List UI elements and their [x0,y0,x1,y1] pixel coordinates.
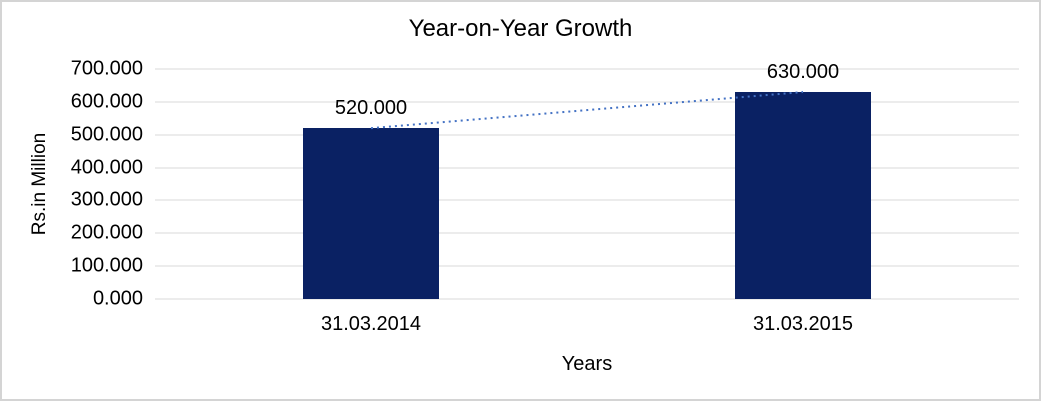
y-axis-labels: 0.000 100.000 200.000 300.000 400.000 500.000… [2,58,143,310]
gridline [155,232,1019,234]
gridline [155,68,1019,70]
y-tick-label: 0.000 [92,287,143,310]
gridline [155,134,1019,136]
trendline [370,91,804,130]
gridline [155,199,1019,201]
bar [734,92,872,299]
y-tick-label: 500.000 [70,123,143,146]
gridline [155,167,1019,169]
trendline-path [370,91,804,130]
bars-layer [155,69,1019,299]
y-tick-label: 700.000 [70,57,143,80]
y-tick-label: 100.000 [70,254,143,277]
bar-data-label: 520.000 [334,97,408,120]
chart-title: Year-on-Year Growth [408,15,633,42]
x-axis-title: Years [561,353,613,375]
y-tick-label: 200.000 [70,221,143,244]
y-tick-label: 400.000 [70,156,143,179]
y-tick-label: 300.000 [70,188,143,211]
plot-area: 520.000 630.000 [155,61,1019,300]
x-tick-label: 31.03.2015 [752,313,854,335]
bar [302,128,440,299]
x-axis-labels: 31.03.2014 31.03.2015 [155,305,1019,339]
bar-data-label: 630.000 [766,61,840,83]
gridlines-layer [155,68,1019,300]
x-tick-label: 31.03.2014 [320,313,422,335]
data-labels-layer: 520.000 630.000 [155,61,1019,299]
gridline [155,298,1019,300]
y-tick-label: 600.000 [70,90,143,113]
gridline [155,101,1019,103]
gridline [155,265,1019,267]
